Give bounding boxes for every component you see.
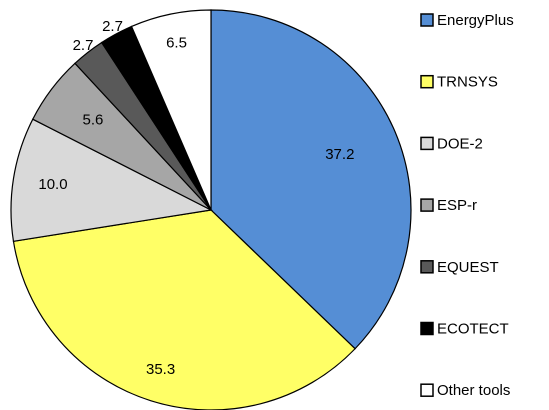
legend-swatch — [420, 136, 434, 151]
pie-slice — [210, 9, 412, 350]
data-label: 35.3 — [146, 361, 175, 378]
legend-label: EnergyPlus — [437, 12, 514, 29]
pie-slice — [10, 118, 213, 242]
legend-swatch — [420, 321, 434, 336]
legend-swatch — [420, 13, 434, 27]
pie-slice — [12, 209, 356, 410]
data-label: 2.7 — [102, 18, 123, 35]
legend-label: EQUEST — [437, 259, 499, 276]
legend-label: ESP-r — [437, 197, 477, 214]
legend-label: Other tools — [437, 382, 510, 399]
data-label: 37.2 — [325, 146, 354, 163]
data-label: 5.6 — [82, 112, 103, 129]
data-label: 10.0 — [38, 176, 67, 193]
pie-slice — [130, 9, 212, 211]
data-label: 2.7 — [73, 37, 94, 54]
legend-swatch — [420, 260, 434, 274]
legend-swatch — [420, 74, 434, 89]
legend-label: DOE-2 — [437, 135, 483, 152]
legend-swatch — [420, 198, 434, 212]
legend-label: ECOTECT — [437, 320, 509, 337]
legend-label: TRNSYS — [437, 74, 498, 91]
legend-swatch — [420, 383, 434, 397]
data-label: 6.5 — [166, 35, 187, 52]
